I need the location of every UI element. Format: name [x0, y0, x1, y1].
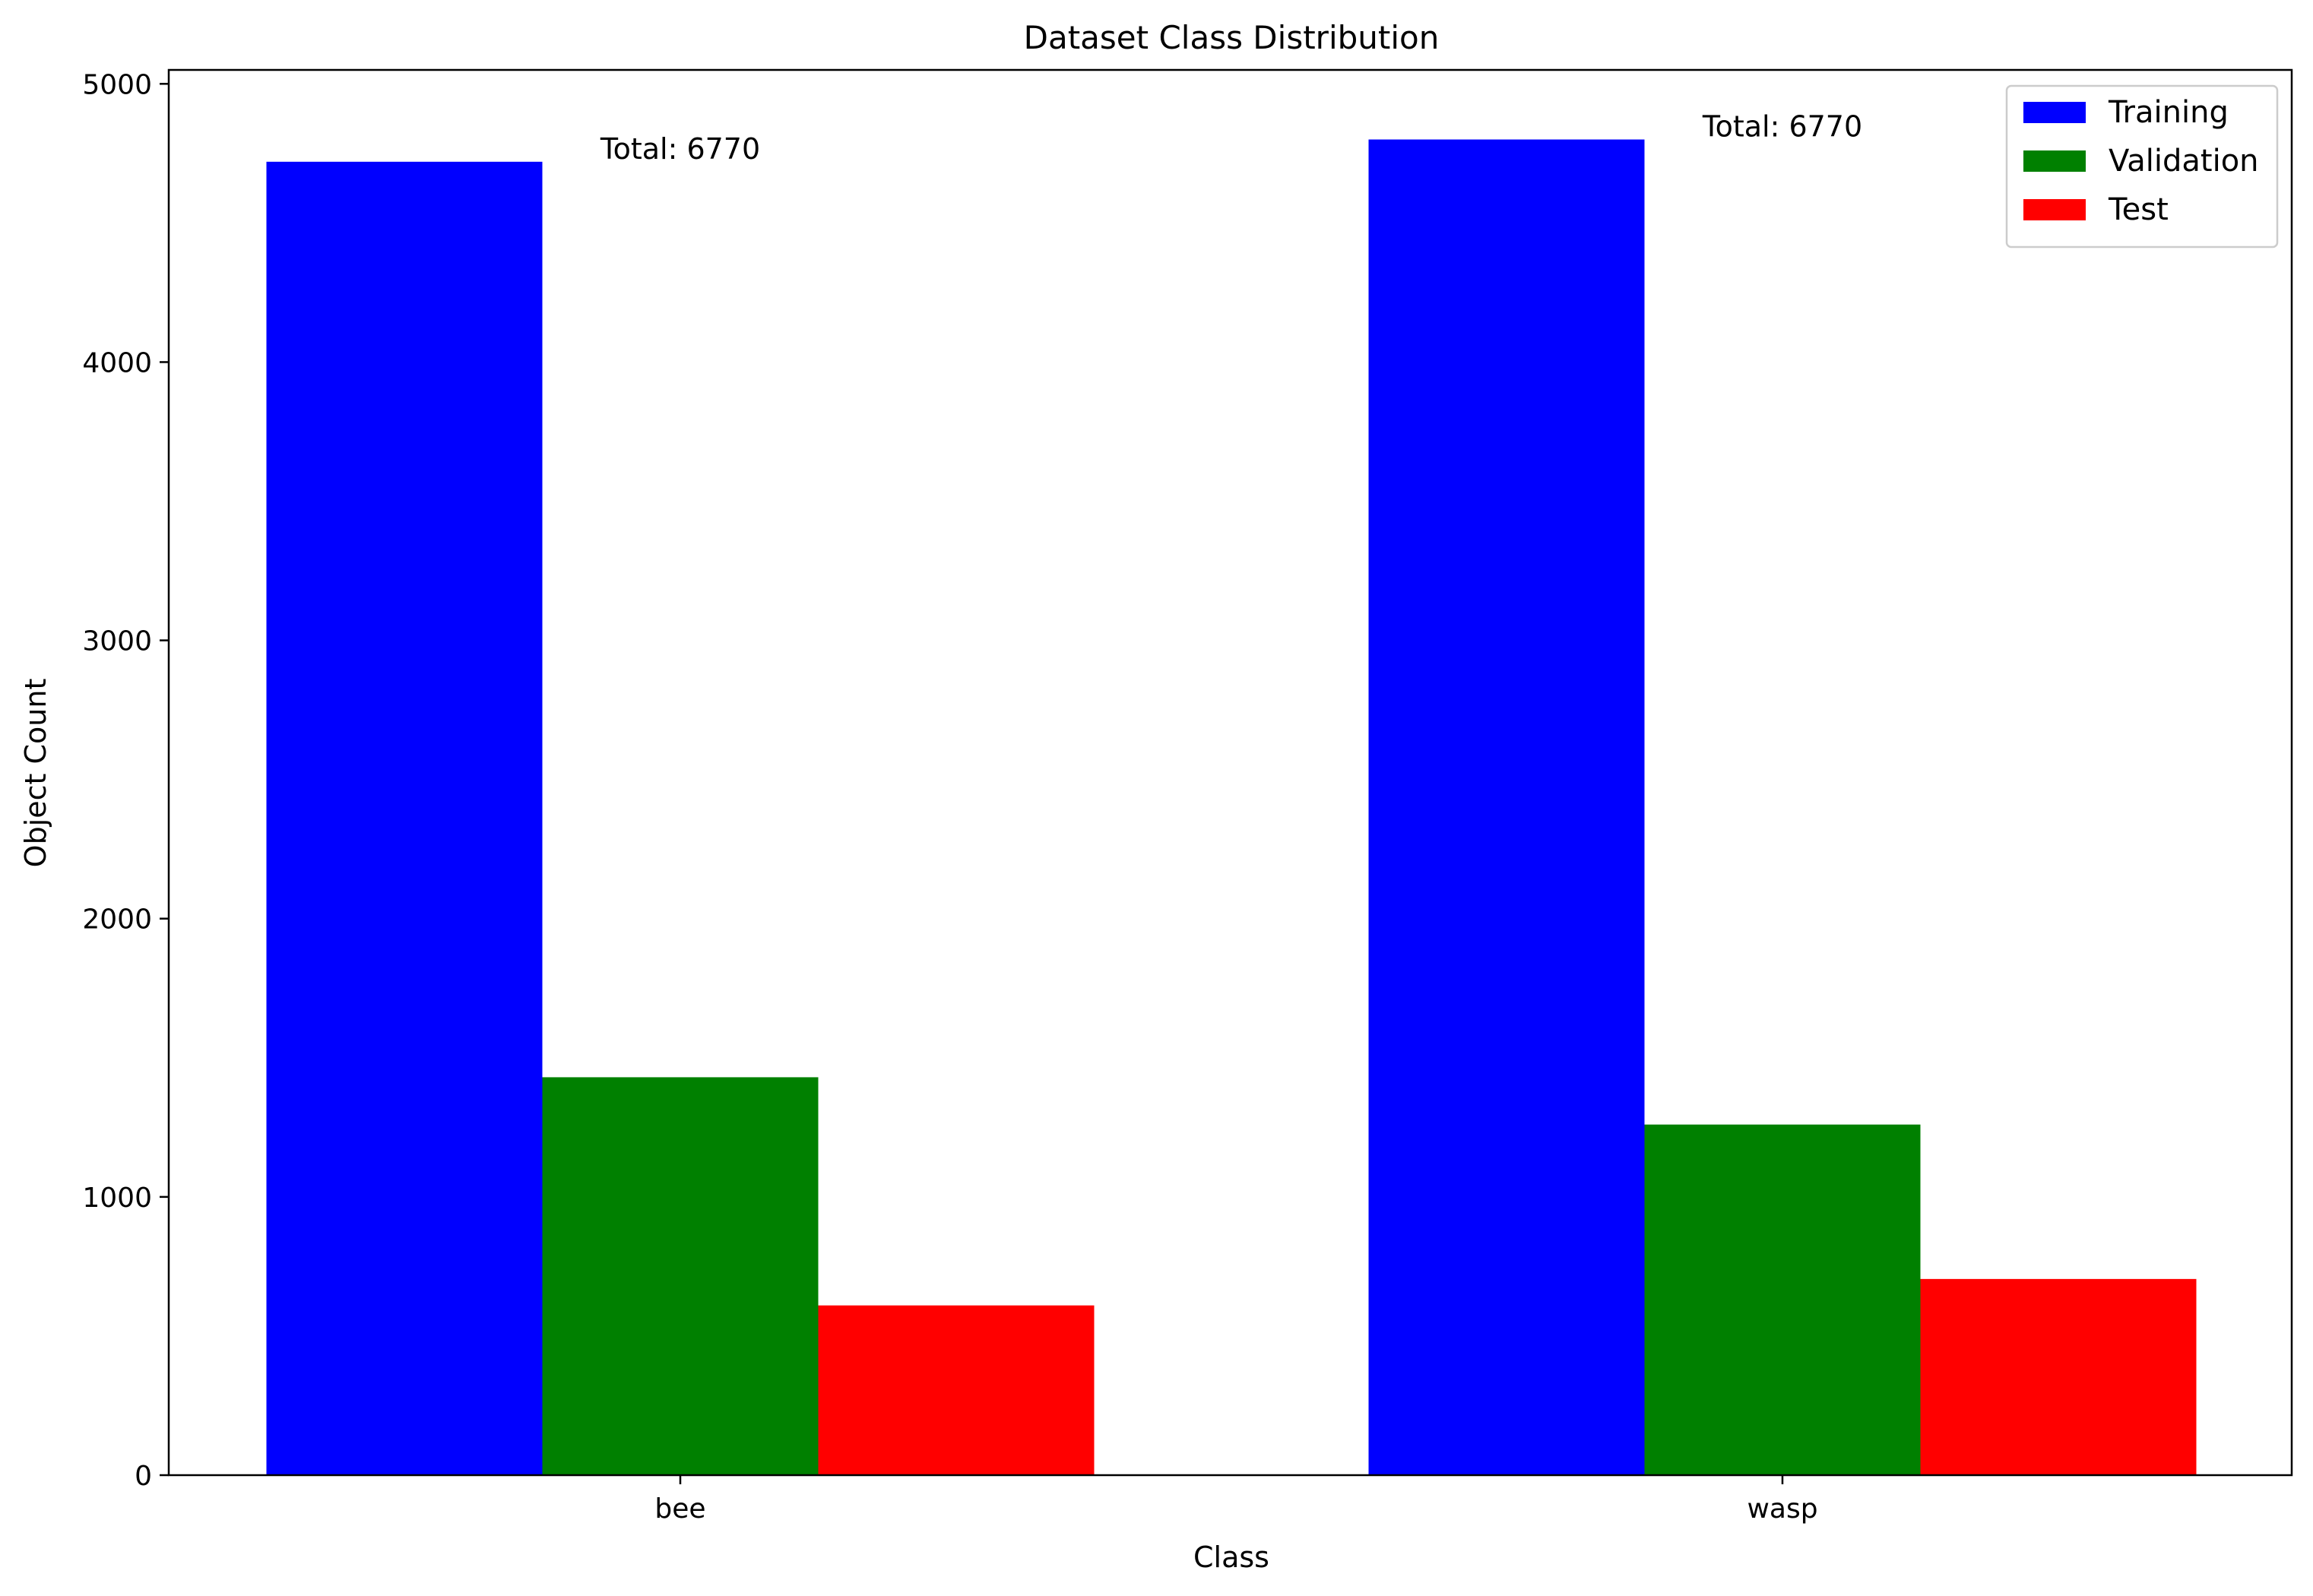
y-tick-label: 4000 — [82, 347, 152, 378]
legend-swatch-training — [2023, 102, 2086, 123]
bar-training-bee — [266, 161, 543, 1476]
x-tick-label-bee: bee — [654, 1493, 705, 1525]
legend-swatch-validation — [2023, 150, 2086, 172]
y-tick-label: 0 — [135, 1461, 152, 1492]
legend-label-validation: Validation — [2109, 144, 2259, 179]
legend-label-test: Test — [2108, 192, 2169, 227]
bar-training-wasp — [1368, 139, 1645, 1475]
y-tick-label: 2000 — [82, 904, 152, 936]
plot-frame — [167, 68, 2293, 1477]
y-tick-label: 5000 — [82, 69, 152, 100]
annotations-group: Total: 6770 Total: 6770 — [600, 110, 1862, 166]
legend: Training Validation Test — [2005, 84, 2279, 249]
y-axis-label: Object Count — [19, 679, 52, 868]
bar-validation-bee — [542, 1077, 819, 1475]
x-tick-label-wasp: wasp — [1747, 1493, 1817, 1525]
y-tick-label: 1000 — [82, 1183, 152, 1214]
bars-group — [266, 139, 2197, 1476]
x-axis-label: Class — [1193, 1541, 1269, 1574]
legend-label-training: Training — [2108, 95, 2229, 130]
y-tick-label: 3000 — [82, 626, 152, 657]
x-ticks-group: bee wasp — [654, 1475, 1818, 1525]
total-annotation-bee: Total: 6770 — [600, 132, 760, 166]
bar-test-wasp — [1920, 1278, 2197, 1475]
legend-swatch-test — [2023, 199, 2086, 220]
chart-title: Dataset Class Distribution — [1024, 19, 1440, 56]
y-ticks-group: 0 1000 2000 3000 4000 5000 — [82, 69, 169, 1492]
bar-test-bee — [818, 1305, 1095, 1475]
bar-validation-wasp — [1644, 1124, 1921, 1475]
total-annotation-wasp: Total: 6770 — [1702, 110, 1862, 144]
